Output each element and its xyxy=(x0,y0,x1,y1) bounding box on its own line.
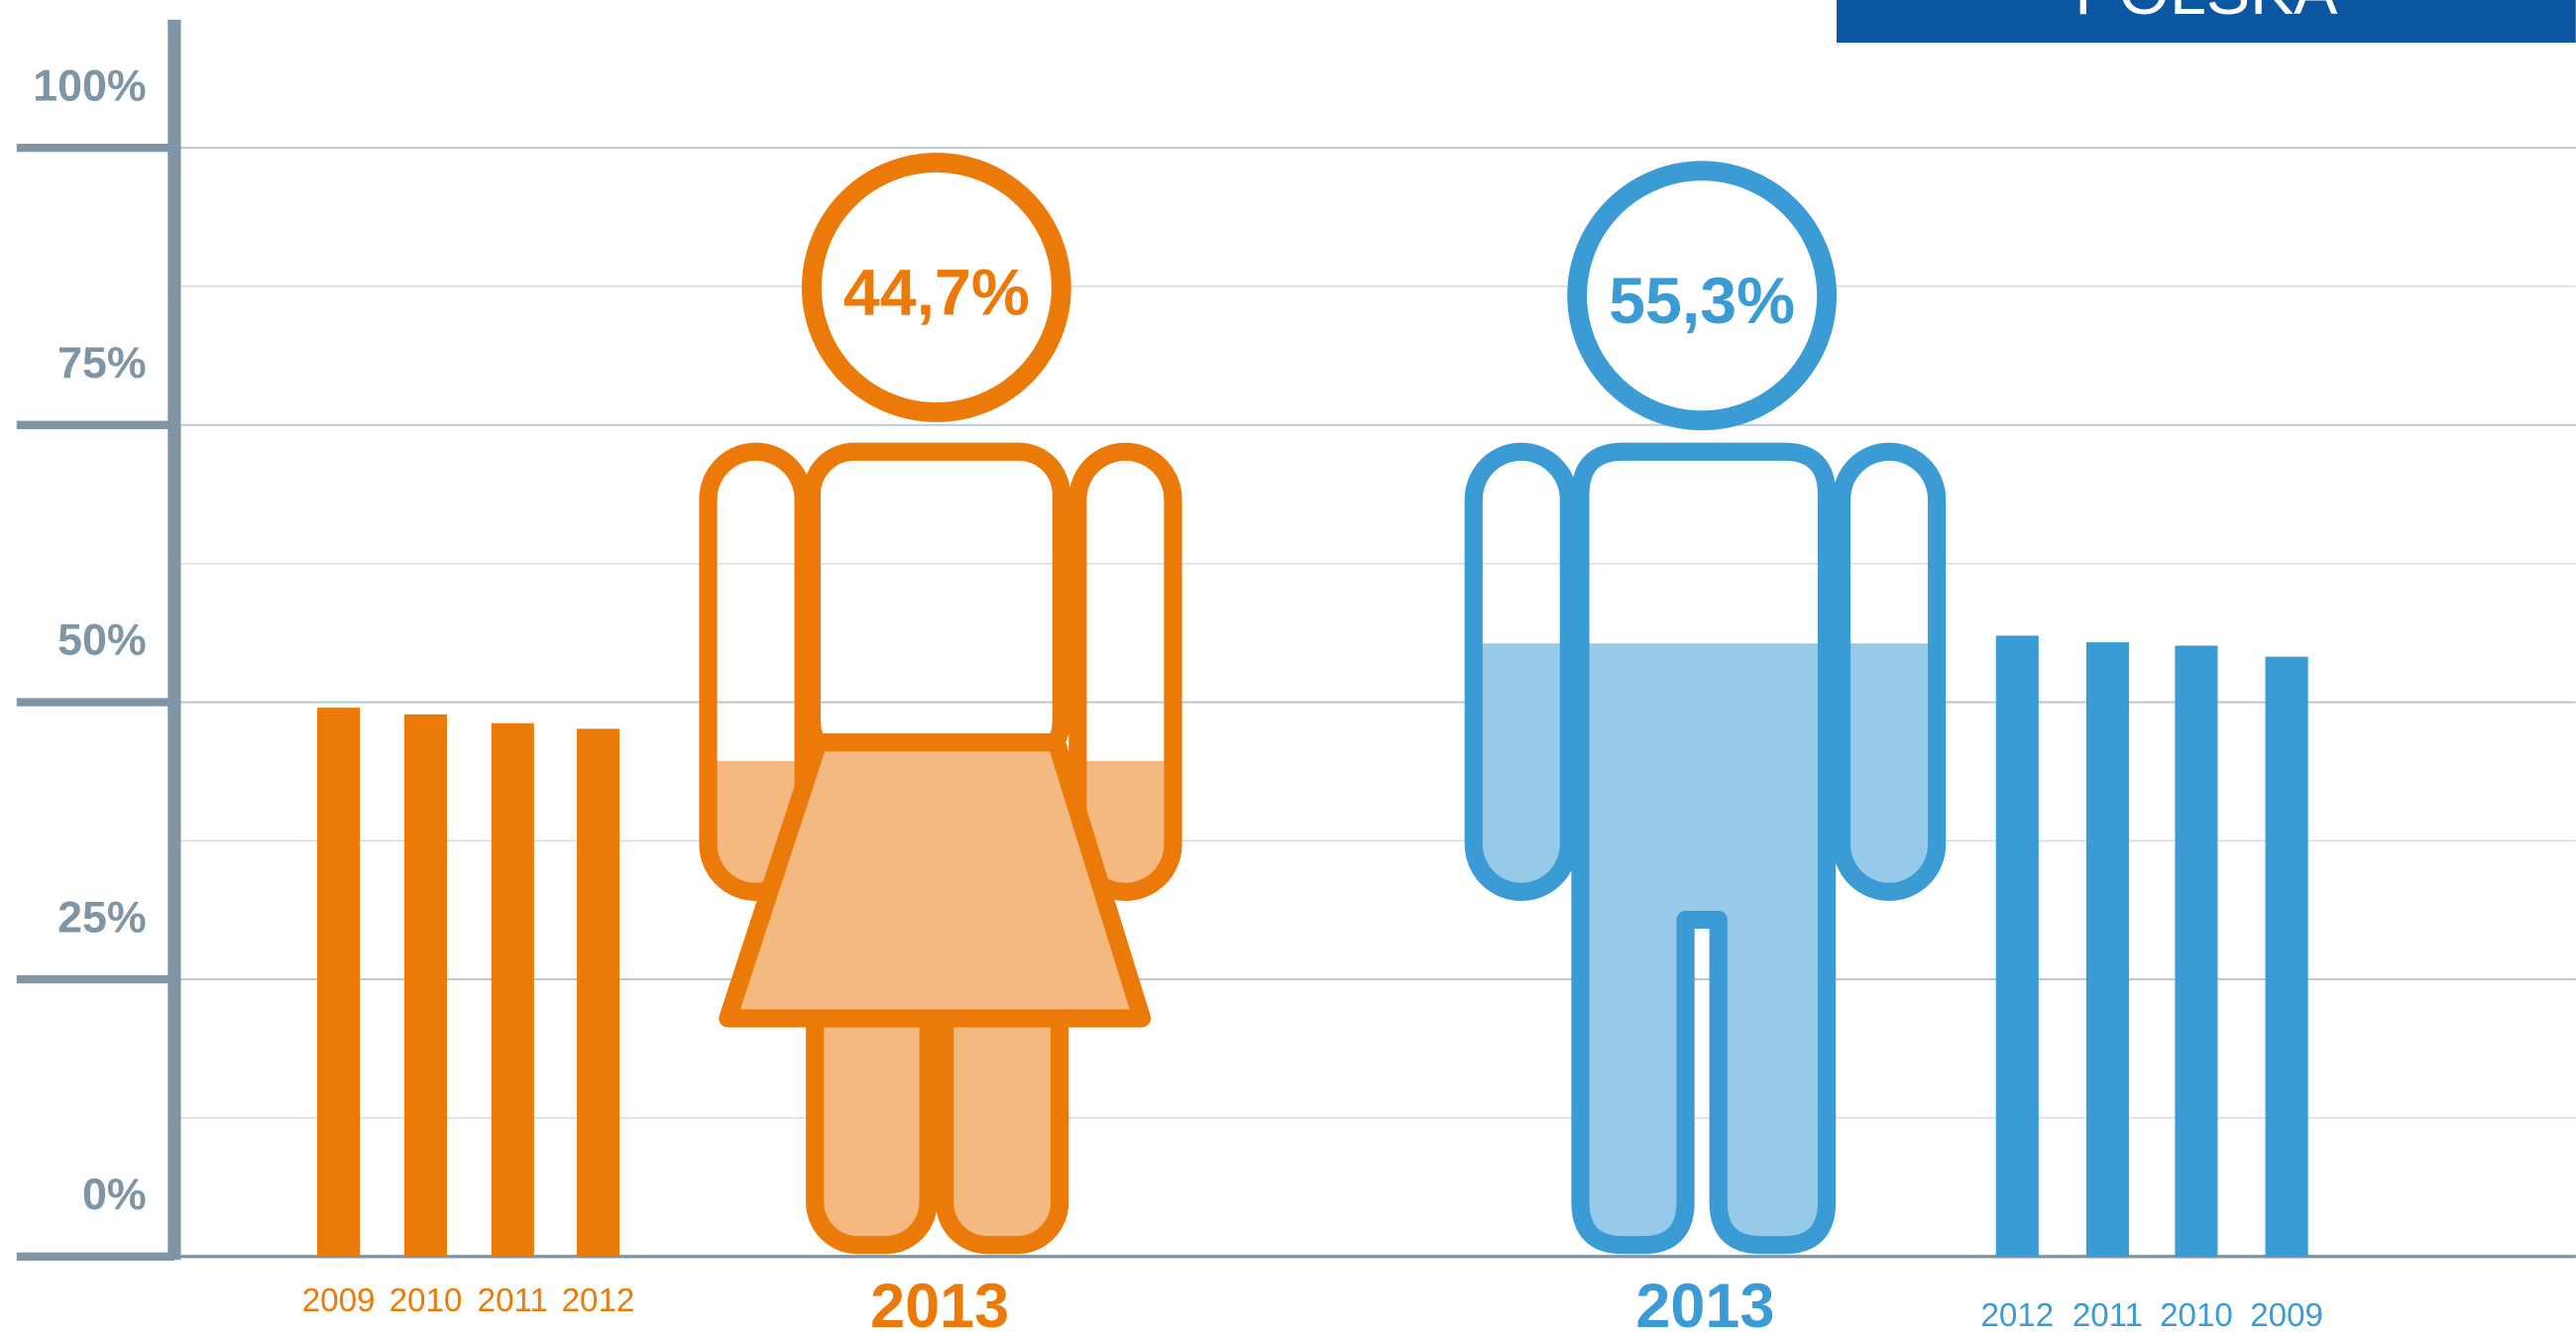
x-tick-label: 2010 xyxy=(2160,1297,2233,1334)
figure-head xyxy=(801,153,1071,422)
highlight-category: 2013 xyxy=(1635,1272,1774,1337)
bar xyxy=(491,723,534,1257)
y-tick-label: 50% xyxy=(57,615,147,665)
x-tick-label: 2011 xyxy=(2072,1297,2143,1334)
bars: 2009 2010 2011 2012 2012 2011 2010 2009 xyxy=(302,635,2323,1334)
outline-part xyxy=(802,442,1070,773)
header-banner xyxy=(1837,0,2576,44)
outline-part xyxy=(1832,442,1947,902)
outline-part xyxy=(1068,442,1182,902)
highlight-category: 2013 xyxy=(870,1272,1009,1337)
value-label: 55,3% xyxy=(1609,265,1795,338)
figure-fill xyxy=(1473,643,1938,1246)
y-tick-label: 100% xyxy=(33,60,146,110)
figure-outline xyxy=(1464,442,1947,1255)
y-tick-label: 25% xyxy=(57,892,147,942)
x-tick-label: 2009 xyxy=(2250,1297,2323,1334)
y-tick-label: 75% xyxy=(57,338,147,388)
outline-part xyxy=(1571,442,1837,1255)
x-tick-label: 2012 xyxy=(1980,1297,2054,1334)
bar xyxy=(1995,635,2039,1257)
x-tick-label: 2009 xyxy=(302,1282,376,1319)
bar xyxy=(317,708,361,1257)
x-tick-label: 2012 xyxy=(562,1282,635,1319)
header-title: POLSKA xyxy=(2074,0,2338,29)
figure: 55,3% 2013 xyxy=(1464,161,1947,1337)
bar xyxy=(2265,656,2308,1257)
x-tick-label: 2011 xyxy=(478,1282,548,1319)
figure-outline xyxy=(699,442,1182,1255)
x-tick-label: 2010 xyxy=(390,1282,463,1319)
bar xyxy=(403,714,447,1257)
bar xyxy=(2175,645,2218,1257)
value-label: 44,7% xyxy=(843,256,1030,329)
y-tick-label: 0% xyxy=(82,1170,147,1219)
figure: 44,7% 2013 xyxy=(699,153,1182,1337)
bar xyxy=(576,728,619,1257)
figures: 44,7% 2013 55,3% 2013 xyxy=(699,153,1947,1337)
axes: 0% 25% 50% 75% 100% xyxy=(16,19,2576,1261)
bar xyxy=(2085,642,2130,1257)
outline-part xyxy=(1464,442,1579,902)
outline-part xyxy=(719,732,1152,1028)
figure-head xyxy=(1567,161,1838,431)
